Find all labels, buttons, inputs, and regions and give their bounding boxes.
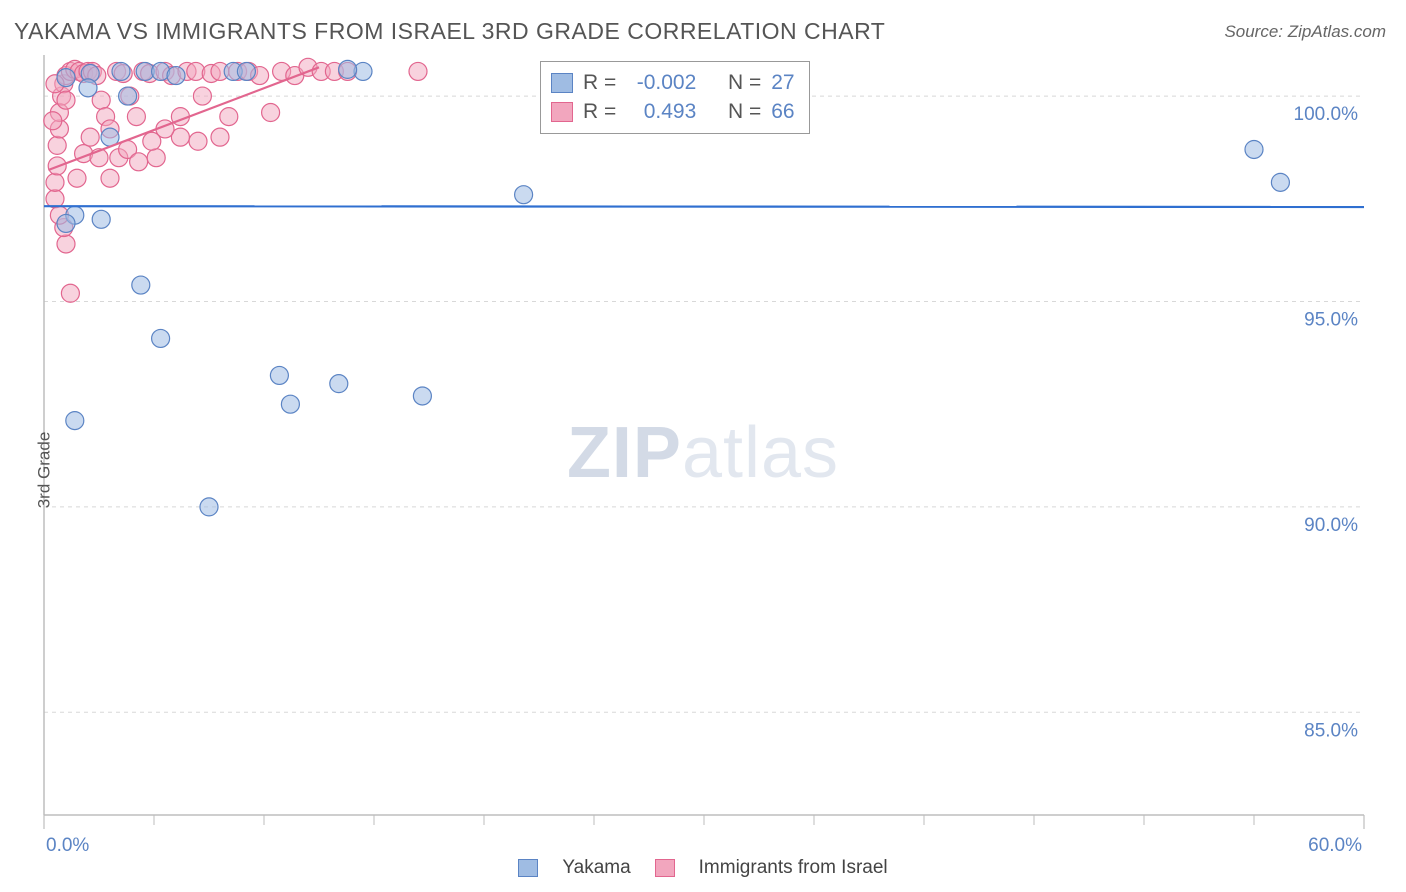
legend-r-label: R = bbox=[583, 97, 616, 126]
legend-swatch-israel bbox=[551, 102, 573, 122]
stats-legend: R = -0.002 N = 27 R = 0.493 N = 66 bbox=[540, 61, 810, 134]
svg-text:85.0%: 85.0% bbox=[1304, 720, 1358, 741]
chart-header: YAKAMA VS IMMIGRANTS FROM ISRAEL 3RD GRA… bbox=[0, 0, 1406, 55]
y-axis-label: 3rd Grade bbox=[34, 432, 54, 509]
chart-title: YAKAMA VS IMMIGRANTS FROM ISRAEL 3RD GRA… bbox=[14, 18, 885, 45]
stats-legend-row-1: R = -0.002 N = 27 bbox=[551, 68, 795, 97]
chart-area: 3rd Grade ZIPatlas 85.0%90.0%95.0%100.0%… bbox=[0, 55, 1406, 885]
chart-source: Source: ZipAtlas.com bbox=[1224, 22, 1386, 42]
legend-r-value-1: -0.002 bbox=[626, 68, 696, 97]
legend-r-value-2: 0.493 bbox=[626, 97, 696, 126]
svg-text:100.0%: 100.0% bbox=[1294, 104, 1359, 125]
bottom-legend-label-2: Immigrants from Israel bbox=[699, 857, 888, 879]
legend-r-label: R = bbox=[583, 68, 616, 97]
bottom-swatch-israel bbox=[655, 859, 675, 877]
legend-n-value-1: 27 bbox=[771, 68, 794, 97]
svg-text:0.0%: 0.0% bbox=[46, 835, 89, 856]
legend-n-value-2: 66 bbox=[771, 97, 794, 126]
svg-text:60.0%: 60.0% bbox=[1308, 835, 1362, 856]
bottom-swatch-yakama bbox=[518, 859, 538, 877]
svg-text:90.0%: 90.0% bbox=[1304, 515, 1358, 536]
legend-swatch-yakama bbox=[551, 73, 573, 93]
scatter-chart-svg: 85.0% 90.0% 95.0% 100.0% 0.0% 60.0% bbox=[0, 55, 1406, 875]
bottom-legend-label-1: Yakama bbox=[562, 857, 630, 879]
legend-n-label: N = bbox=[728, 97, 761, 126]
series-legend: Yakama Immigrants from Israel bbox=[0, 857, 1406, 879]
stats-legend-row-2: R = 0.493 N = 66 bbox=[551, 97, 795, 126]
svg-text:95.0%: 95.0% bbox=[1304, 309, 1358, 330]
legend-n-label: N = bbox=[728, 68, 761, 97]
